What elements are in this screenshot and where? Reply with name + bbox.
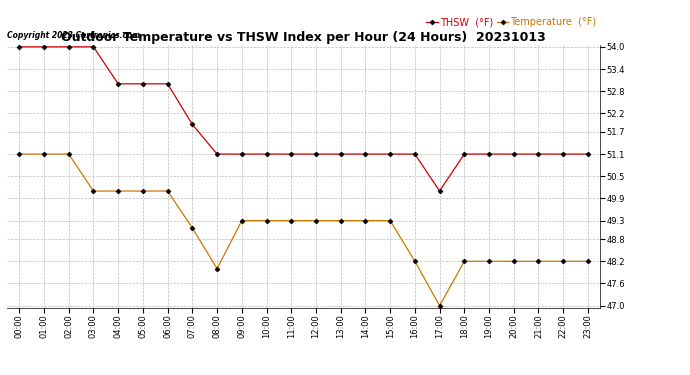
Temperature  (°F): [114, 189, 122, 193]
Temperature  (°F): [287, 218, 295, 223]
Temperature  (°F): [337, 218, 345, 223]
THSW  (°F): [164, 82, 172, 86]
Temperature  (°F): [460, 259, 469, 264]
Temperature  (°F): [89, 189, 97, 193]
Temperature  (°F): [237, 218, 246, 223]
THSW  (°F): [89, 45, 97, 49]
Temperature  (°F): [188, 226, 197, 230]
THSW  (°F): [312, 152, 320, 156]
THSW  (°F): [188, 122, 197, 127]
Temperature  (°F): [312, 218, 320, 223]
Temperature  (°F): [40, 152, 48, 156]
Temperature  (°F): [15, 152, 23, 156]
THSW  (°F): [237, 152, 246, 156]
THSW  (°F): [337, 152, 345, 156]
THSW  (°F): [411, 152, 419, 156]
THSW  (°F): [534, 152, 542, 156]
Temperature  (°F): [262, 218, 270, 223]
Temperature  (°F): [213, 266, 221, 271]
Temperature  (°F): [485, 259, 493, 264]
THSW  (°F): [362, 152, 370, 156]
Temperature  (°F): [411, 259, 419, 264]
THSW  (°F): [114, 82, 122, 86]
THSW  (°F): [40, 45, 48, 49]
Temperature  (°F): [584, 259, 592, 264]
THSW  (°F): [510, 152, 518, 156]
THSW  (°F): [435, 189, 444, 193]
Legend: THSW  (°F), Temperature  (°F): THSW (°F), Temperature (°F): [422, 13, 600, 31]
Temperature  (°F): [386, 218, 394, 223]
Text: Copyright 2023 Cartronics.com: Copyright 2023 Cartronics.com: [7, 31, 140, 40]
THSW  (°F): [213, 152, 221, 156]
Temperature  (°F): [559, 259, 567, 264]
THSW  (°F): [559, 152, 567, 156]
THSW  (°F): [262, 152, 270, 156]
THSW  (°F): [139, 82, 147, 86]
THSW  (°F): [485, 152, 493, 156]
Temperature  (°F): [164, 189, 172, 193]
Temperature  (°F): [139, 189, 147, 193]
Temperature  (°F): [65, 152, 73, 156]
THSW  (°F): [15, 45, 23, 49]
Line: THSW  (°F): THSW (°F): [17, 45, 590, 193]
THSW  (°F): [65, 45, 73, 49]
Title: Outdoor Temperature vs THSW Index per Hour (24 Hours)  20231013: Outdoor Temperature vs THSW Index per Ho…: [61, 31, 546, 44]
Temperature  (°F): [510, 259, 518, 264]
Temperature  (°F): [534, 259, 542, 264]
THSW  (°F): [287, 152, 295, 156]
THSW  (°F): [584, 152, 592, 156]
Temperature  (°F): [435, 303, 444, 308]
Temperature  (°F): [362, 218, 370, 223]
THSW  (°F): [386, 152, 394, 156]
Line: Temperature  (°F): Temperature (°F): [17, 152, 590, 308]
THSW  (°F): [460, 152, 469, 156]
